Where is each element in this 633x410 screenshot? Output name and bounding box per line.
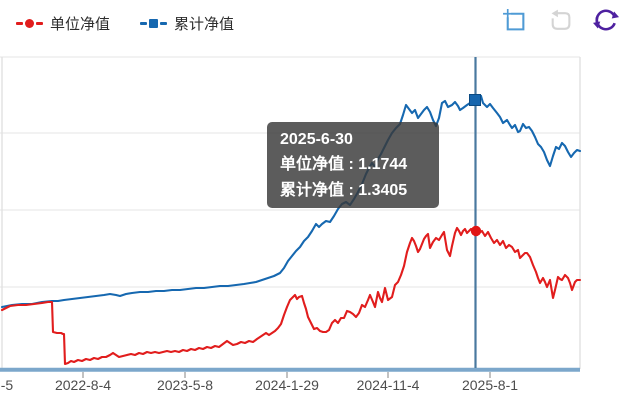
chart-toolbox <box>501 7 619 33</box>
series-line-unit-nav <box>0 226 582 366</box>
legend-item-cumulative-nav[interactable]: 累计净值 <box>140 13 234 34</box>
x-axis-label: 2022-8-4 <box>54 377 112 393</box>
line-circle-marker-icon <box>16 19 43 28</box>
zoom-restore-glyph <box>551 9 570 30</box>
highlight-marker-unit <box>470 225 482 237</box>
zoom-select-icon[interactable] <box>501 7 527 33</box>
chart-legend: 单位净值 累计净值 <box>16 13 234 34</box>
zoom-select-glyph <box>502 8 524 30</box>
zoom-restore-icon[interactable] <box>547 7 573 33</box>
tooltip-cumulative-nav: 累计净值 : 1.3405 <box>280 181 408 199</box>
tooltip-date: 2025-6-30 <box>280 131 353 148</box>
chart-tooltip: 2025-6-30 单位净值 : 1.1744 累计净值 : 1.3405 <box>267 122 439 208</box>
highlight-marker-cumulative <box>469 94 481 106</box>
x-axis-label: -5 <box>0 377 14 393</box>
legend-label-cumulative-nav: 累计净值 <box>174 16 235 33</box>
x-axis-label: 2025-8-1 <box>461 377 519 393</box>
x-axis-labels: -5 2022-8-4 2023-5-8 2024-1-29 2024-11-4 2025… <box>0 377 633 397</box>
x-axis-label: 2023-5-8 <box>156 377 214 393</box>
x-axis-label: 2024-11-4 <box>356 377 420 393</box>
legend-item-unit-nav[interactable]: 单位净值 <box>16 13 110 34</box>
line-square-marker-icon <box>140 19 168 28</box>
refresh-glyph <box>593 9 619 31</box>
legend-label-unit-nav: 单位净值 <box>50 16 111 33</box>
x-axis-label: 2024-1-29 <box>255 377 319 393</box>
tooltip-unit-nav: 单位净值 : 1.1744 <box>280 156 408 174</box>
refresh-icon[interactable] <box>593 7 619 33</box>
